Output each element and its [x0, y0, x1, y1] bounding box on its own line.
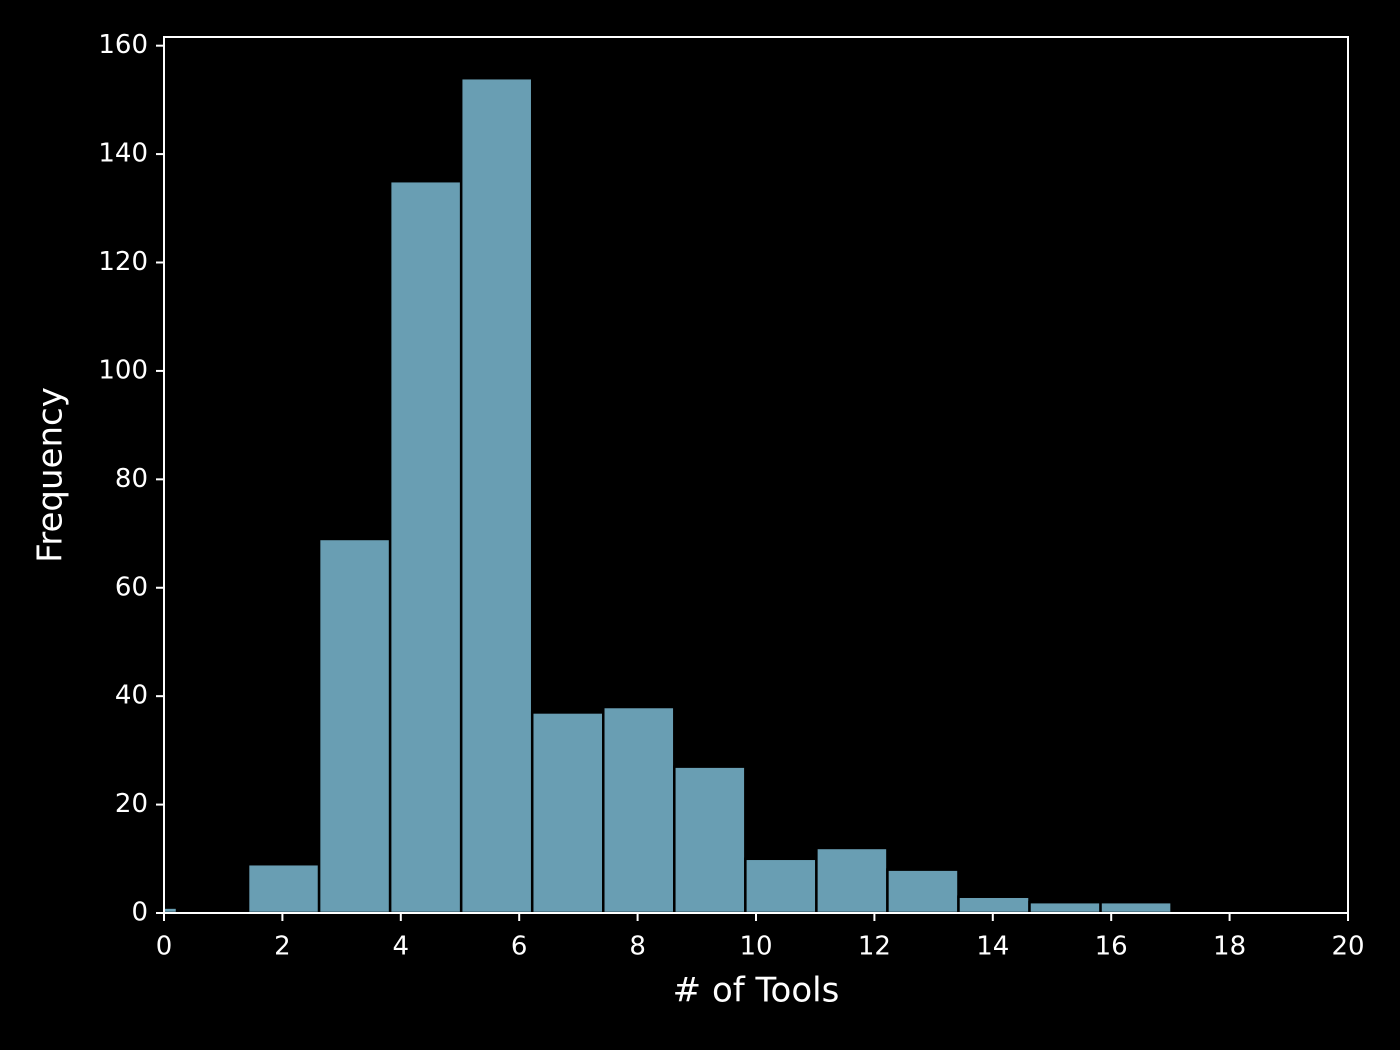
bar [459, 76, 534, 913]
bar [673, 765, 747, 913]
y-tick-label: 120 [98, 247, 148, 277]
y-tick-label: 160 [98, 30, 148, 60]
y-tick-label: 140 [98, 139, 148, 169]
bar [530, 711, 605, 913]
x-tick-label: 4 [393, 932, 410, 962]
x-tick-label: 0 [156, 932, 173, 962]
x-tick-label: 2 [274, 932, 291, 962]
bar [886, 868, 960, 913]
x-tick-label: 18 [1213, 932, 1246, 962]
bar [957, 895, 1031, 913]
y-tick-label: 100 [98, 355, 148, 385]
x-tick-label: 20 [1331, 932, 1364, 962]
y-tick-label: 0 [131, 898, 148, 928]
bar [246, 862, 321, 913]
y-tick-label: 20 [115, 789, 148, 819]
bar [1028, 900, 1102, 913]
bar [744, 857, 818, 913]
x-tick-label: 8 [629, 932, 646, 962]
x-tick-label: 14 [976, 932, 1009, 962]
x-tick-label: 12 [858, 932, 891, 962]
x-tick-label: 6 [511, 932, 528, 962]
x-axis-label: # of Tools [673, 971, 840, 1011]
x-tick-label: 16 [1095, 932, 1128, 962]
bar [815, 846, 889, 913]
y-axis-label: Frequency [31, 387, 71, 563]
plot-area [164, 76, 1173, 913]
y-tick-label: 40 [115, 681, 148, 711]
y-tick-label: 80 [115, 464, 148, 494]
y-tick-label: 60 [115, 572, 148, 602]
x-tick-label: 10 [739, 932, 772, 962]
bar [317, 537, 392, 913]
bar [602, 705, 676, 913]
bar [1099, 900, 1173, 913]
bar [388, 179, 463, 913]
bar [164, 906, 179, 913]
